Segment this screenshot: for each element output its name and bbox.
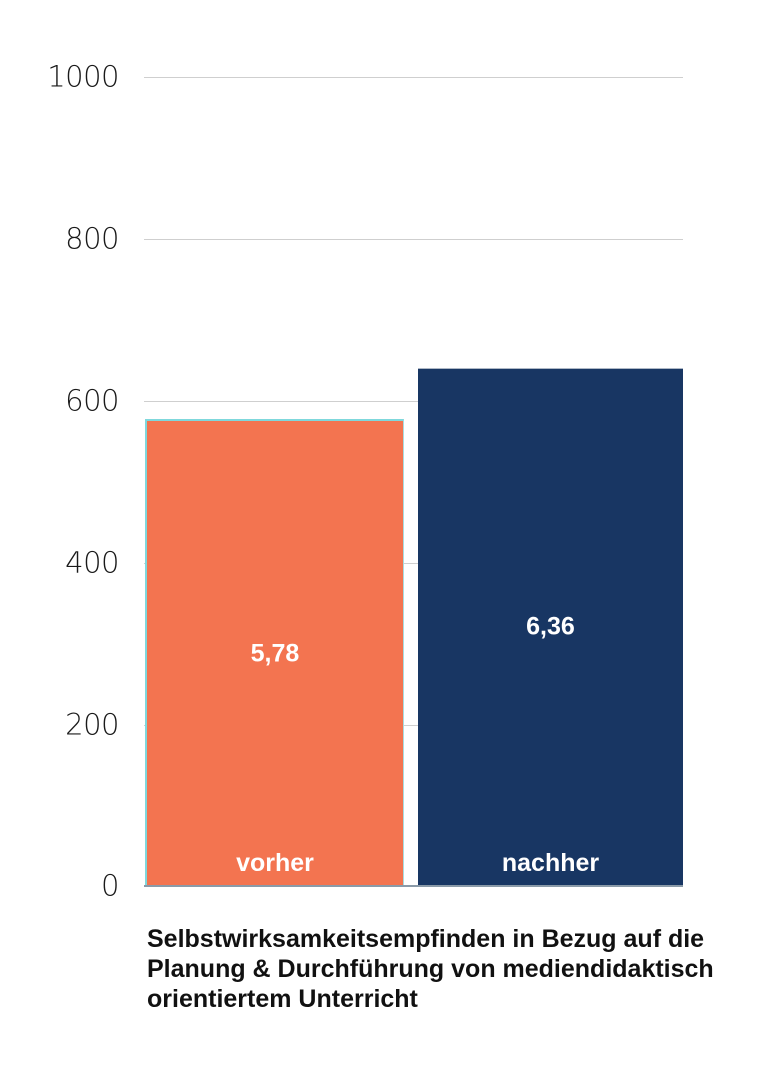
bar-value-label: 6,36: [526, 612, 575, 641]
y-tick-0: 0: [101, 868, 119, 903]
y-tick-600: 600: [65, 383, 119, 418]
gridline-800: [144, 239, 683, 240]
gridline-1000: [144, 77, 683, 78]
bar-vorher: 5,78 vorher: [145, 419, 404, 886]
bar-value-label: 5,78: [250, 639, 300, 668]
gridline-600: [144, 401, 683, 402]
y-tick-800: 800: [65, 221, 119, 256]
y-tick-200: 200: [65, 707, 119, 742]
bar-category-label: nachher: [501, 849, 600, 877]
bar-category-label: vorher: [236, 849, 314, 877]
x-axis-caption: Selbstwirksamkeitsempfinden in Bezug auf…: [147, 925, 714, 1013]
x-axis-baseline: [144, 885, 683, 887]
gridline-400: [144, 563, 683, 564]
y-tick-400: 400: [65, 545, 119, 580]
bar-nachher: 6,36 nachher: [418, 368, 683, 886]
y-tick-1000: 1000: [47, 59, 119, 94]
gridline-200: [144, 725, 683, 726]
